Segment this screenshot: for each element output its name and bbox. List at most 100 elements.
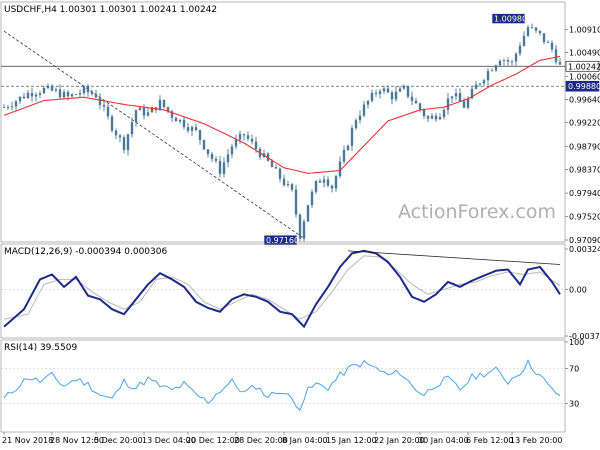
candle-body xyxy=(234,139,238,147)
candle-body xyxy=(194,127,198,131)
candle-body xyxy=(338,161,342,177)
x-tick-label: 5 Dec 20:00 xyxy=(94,436,143,445)
candle-body xyxy=(342,150,346,162)
candle-body xyxy=(250,138,254,142)
candle-body xyxy=(430,115,434,119)
candle-body xyxy=(434,115,438,120)
price-tick-label: 0.99220 xyxy=(569,119,600,128)
candle-body xyxy=(30,92,34,97)
candle-body xyxy=(22,96,26,99)
candle-body xyxy=(390,92,394,100)
candle-body xyxy=(210,154,214,159)
candle-body xyxy=(470,88,474,99)
rsi-lines xyxy=(3,359,561,411)
candle-body xyxy=(50,85,54,91)
candle-body xyxy=(558,62,562,65)
candle-body xyxy=(150,107,154,113)
macd-tick-label: 0.003248 xyxy=(569,245,600,254)
candle-body xyxy=(142,107,146,116)
candle-body xyxy=(190,127,194,131)
candle-body xyxy=(474,84,478,89)
candle-body xyxy=(106,106,110,117)
candle-body xyxy=(386,88,390,93)
candle-body xyxy=(538,30,542,34)
candle-body xyxy=(298,214,302,239)
candle-body xyxy=(126,134,130,151)
candle-body xyxy=(506,60,510,62)
price-y-axis: 1.00910 1.00490 1.00060 0.99640 0.99220 0.987… xyxy=(565,25,600,245)
price-tick-label: 0.98790 xyxy=(569,142,600,151)
price-tick-label: 0.97940 xyxy=(569,189,600,198)
candle-body xyxy=(78,93,82,95)
candle-body xyxy=(358,115,362,121)
candle-body xyxy=(526,27,530,36)
candle-body xyxy=(34,94,38,97)
candle-body xyxy=(242,134,246,136)
candle-body xyxy=(310,191,314,206)
x-tick-label: 13 Feb 20:00 xyxy=(510,436,562,445)
price-callouts: 1.00980 0.97160 xyxy=(263,13,527,246)
price-tick-label: 0.98370 xyxy=(569,165,600,174)
candle-body xyxy=(82,86,86,94)
rsi-title: RSI(14) 39.5509 xyxy=(4,343,77,353)
candle-body xyxy=(406,86,410,97)
candle-body xyxy=(90,92,94,94)
candle-body xyxy=(438,117,442,120)
current-price-label: 1.00242 xyxy=(568,62,600,71)
candle-body xyxy=(102,104,106,107)
candle-body xyxy=(442,109,446,118)
candle-body xyxy=(202,139,206,150)
price-tick-label: 1.00490 xyxy=(569,49,600,58)
candle-body xyxy=(10,106,14,108)
candle-body xyxy=(394,91,398,100)
candle-body xyxy=(374,92,378,94)
macd-y-axis: 0.003248 0.00 -0.003753 xyxy=(565,245,600,341)
macd-title: MACD(12,26,9) -0.000394 0.000306 xyxy=(4,247,167,257)
candle-body xyxy=(410,96,414,101)
candle-body xyxy=(54,89,58,91)
candle-body xyxy=(58,89,62,98)
candle-body xyxy=(458,93,462,102)
candle-body xyxy=(6,107,10,109)
candle-body xyxy=(246,135,250,139)
candle-body xyxy=(230,146,234,155)
candle-body xyxy=(286,184,290,186)
candle-body xyxy=(330,185,334,189)
current-price-box xyxy=(565,60,600,72)
candle-body xyxy=(206,149,210,155)
moving-average xyxy=(3,55,561,174)
rsi-y-axis: 100 70 30 xyxy=(565,338,584,409)
price-tick-label: 0.99640 xyxy=(569,95,600,104)
candle-body xyxy=(346,145,350,151)
candle-body xyxy=(218,160,222,174)
candle-body xyxy=(130,122,134,135)
candle-body xyxy=(178,119,182,122)
price-tick-label: 0.97520 xyxy=(569,212,600,221)
candle-body xyxy=(454,93,458,97)
candle-body xyxy=(306,205,310,222)
candle-body xyxy=(486,71,490,81)
candle-body xyxy=(414,100,418,104)
candle-body xyxy=(494,65,498,71)
candle-body xyxy=(2,107,6,108)
candle-body xyxy=(138,107,142,111)
macd-lines xyxy=(3,249,561,329)
candle-body xyxy=(110,116,114,131)
rsi-panel-frame xyxy=(0,339,566,433)
candle-body xyxy=(478,83,482,85)
candle-body xyxy=(530,27,534,29)
candle-body xyxy=(490,70,494,72)
candle-body xyxy=(42,88,46,94)
candle-body xyxy=(146,112,150,116)
candle-body xyxy=(74,94,78,96)
candle-body xyxy=(18,96,22,102)
candle-body xyxy=(518,45,522,54)
rsi-tick-label: 30 xyxy=(569,400,579,409)
candle-body xyxy=(554,49,558,63)
candle-body xyxy=(302,221,306,239)
x-tick-label: 28 Nov 12:00 xyxy=(50,436,104,445)
x-tick-label: 20 Dec 12:00 xyxy=(186,436,240,445)
candle-body xyxy=(398,88,402,92)
candle-body xyxy=(354,120,358,129)
